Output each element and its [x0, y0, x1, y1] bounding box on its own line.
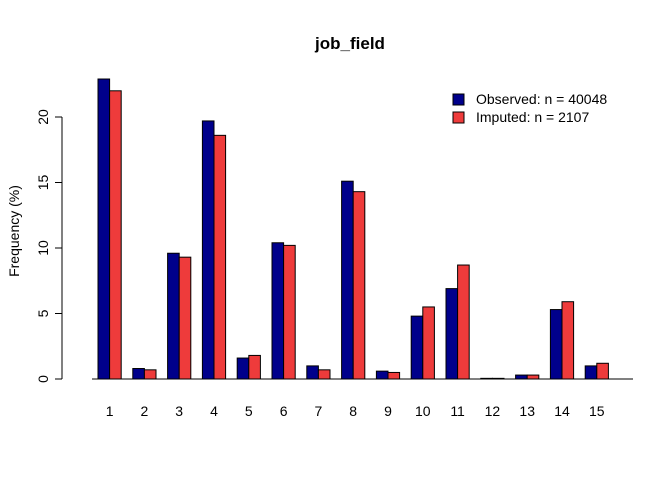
x-tick-label: 13: [519, 403, 535, 419]
legend-label-imputed: Imputed: n = 2107: [476, 109, 589, 125]
bar-imputed: [526, 374, 540, 380]
x-tick-label: 11: [450, 403, 465, 419]
bar-observed: [375, 370, 389, 380]
y-tick-label: 15: [35, 175, 51, 191]
bar-imputed: [387, 371, 401, 380]
y-axis-label: Frequency (%): [6, 185, 22, 277]
x-tick-label: 7: [315, 403, 323, 419]
bar-observed: [549, 309, 563, 380]
x-tick-label: 5: [245, 403, 253, 419]
bar-observed: [271, 242, 285, 380]
y-axis: 0 5 10 15 20: [35, 109, 63, 383]
bar-observed: [167, 252, 180, 380]
bar-observed: [445, 288, 459, 380]
bar-observed: [201, 120, 215, 380]
legend: Observed: n = 40048 Imputed: n = 2107: [452, 91, 607, 125]
legend-swatch-observed: [452, 93, 465, 106]
x-tick-label: 9: [384, 403, 392, 419]
bar-imputed: [317, 369, 331, 380]
y-tick-label: 0: [35, 375, 51, 383]
x-axis: 1 2 3 4 5 6 7 8 9 10 11 12 13 14 15: [92, 378, 633, 419]
bar-imputed: [491, 377, 505, 380]
bar-imputed: [457, 264, 470, 380]
chart-title: job_field: [314, 34, 385, 53]
legend-swatch-imputed: [452, 111, 465, 124]
bar-imputed: [178, 256, 192, 380]
bar-observed: [236, 357, 250, 380]
x-tick-label: 6: [280, 403, 288, 419]
x-tick-label: 3: [175, 403, 183, 419]
bar-observed: [132, 368, 145, 380]
bar-observed: [515, 374, 528, 380]
bar-imputed: [596, 362, 609, 380]
x-tick-label: 12: [485, 403, 501, 419]
x-tick-label: 14: [554, 403, 570, 419]
bar-imputed: [352, 191, 366, 380]
bar-imputed: [422, 306, 435, 380]
y-tick-label: 5: [35, 309, 51, 317]
bar-imputed: [213, 134, 227, 380]
x-tick-label: 1: [106, 403, 114, 419]
x-tick-label: 8: [349, 403, 357, 419]
bar-observed: [341, 180, 354, 380]
bars: [97, 78, 609, 380]
bar-imputed: [561, 301, 575, 380]
bar-imputed: [109, 90, 122, 380]
x-tick-label: 4: [210, 403, 218, 419]
x-tick-label: 15: [589, 403, 605, 419]
bar-observed: [480, 377, 493, 380]
legend-label-observed: Observed: n = 40048: [476, 91, 607, 107]
bar-observed: [584, 365, 598, 380]
y-tick-label: 10: [35, 240, 51, 256]
bar-imputed: [248, 354, 261, 380]
bar-observed: [306, 365, 319, 380]
bar-imputed: [143, 369, 157, 380]
x-tick-label: 10: [415, 403, 431, 419]
y-tick-label: 20: [35, 109, 51, 125]
bar-observed: [97, 78, 111, 380]
x-tick-label: 2: [141, 403, 149, 419]
bar-observed: [410, 315, 424, 380]
bar-imputed: [283, 244, 296, 380]
